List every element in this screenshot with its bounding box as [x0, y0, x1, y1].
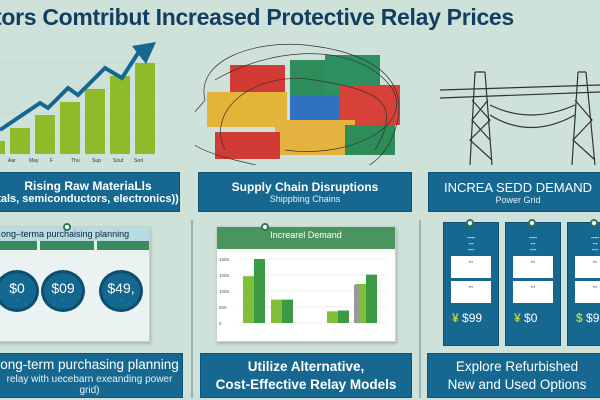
demand-bar [282, 299, 293, 323]
banner-subheading: relay with uecebarn exeanding power grid… [6, 373, 173, 396]
price-card: ▪▪▪▪▪ ▪▪▪ ▪▪▪▪ ▪▪▪ ▪▪▪ ¥ $0 [505, 219, 561, 346]
price-value: $99 [462, 311, 483, 325]
currency-icon: ¥ [514, 311, 521, 325]
banner-subheading: Power Grid [495, 194, 541, 205]
trend-bar [0, 141, 5, 154]
purchasing-planning-banner: ong-term purchasing planning relay with … [0, 353, 183, 398]
demand-bar [327, 311, 338, 323]
page-title: tors Comtribut Increased Protective Rela… [0, 4, 514, 30]
banner-subheading: tals, semiconductors, electronics)) [0, 193, 179, 205]
divider [191, 220, 193, 398]
coin-value: $0 [9, 280, 25, 296]
banner-subheading: Shippbing Chains [269, 194, 341, 204]
demand-bar [366, 274, 377, 323]
banner-heading: Explore Refurbished [455, 358, 579, 374]
price-coin: $49,.... [99, 270, 143, 312]
price-card: ▪▪▪▪▪ ▪▪▪ ▪▪▪▪ ▪▪▪ ▪▪▪ $ $9 [567, 219, 600, 346]
trend-bar [60, 102, 80, 154]
demand-bar [354, 285, 359, 323]
pin-icon [466, 219, 474, 227]
card-header: ong–terma purchaising planning [0, 227, 149, 241]
coin-value: $09 [51, 280, 75, 296]
trend-bar [85, 89, 105, 154]
trend-bar [135, 63, 155, 154]
y-tick-label: 1000 [219, 273, 230, 278]
trend-label: Thu [71, 158, 80, 164]
trend-bar [35, 115, 55, 154]
divider [419, 220, 421, 398]
trend-label: Aar [8, 158, 16, 164]
banner-heading: Rising Raw MateriaLls [24, 179, 152, 193]
banner-subheading: Cost-Effective Relay Models [215, 376, 397, 392]
trend-label: F [50, 158, 53, 164]
trend-label: Sod [134, 158, 143, 164]
banner-heading: INCREA SEDD DEMAND [443, 179, 593, 195]
trend-label: May [29, 158, 39, 164]
arrow-up-icon [132, 42, 156, 64]
shipping-containers-illustration [195, 43, 400, 165]
y-tick-label: 0 [219, 321, 222, 326]
trend-bar [10, 128, 30, 154]
banner-heading: Utilize Alternative, [247, 358, 365, 374]
currency-icon: ¥ [452, 311, 459, 325]
banner-heading: Supply Chain Disruptions [231, 180, 379, 194]
card-header: Increarel Demand [217, 227, 395, 249]
raw-materials-banner: Rising Raw MateriaLls tals, semiconducto… [0, 172, 180, 212]
price-coin: $09.... [41, 270, 85, 312]
pin-icon [261, 223, 269, 231]
price-card: ▪▪▪▪▪ ▪▪▪ ▪▪▪▪ ▪▪▪ ▪▪▪ ¥ $99 [443, 219, 499, 346]
banner-subheading: New and Used Options [447, 376, 587, 392]
y-tick-label: 1000 [219, 289, 230, 294]
demand-bar [243, 276, 254, 323]
pin-icon [528, 219, 536, 227]
currency-icon: $ [576, 311, 583, 325]
demand-bar [271, 299, 282, 323]
supply-chain-banner: Supply Chain Disruptions Shippbing Chain… [198, 172, 412, 212]
demand-bar [355, 284, 366, 323]
trend-bar [110, 76, 130, 154]
purchasing-planning-card: ong–terma purchaising planning $0.... $0… [0, 223, 150, 342]
coin-value: $49, [107, 280, 135, 296]
pin-icon [63, 223, 71, 231]
y-tick-label: 1500 [219, 257, 230, 262]
banner-heading: ong-term purchasing planning [0, 356, 179, 372]
demand-bar [254, 259, 265, 323]
demand-banner: INCREA SEDD DEMAND Power Grid [428, 172, 600, 212]
price-value: $9 [586, 311, 600, 325]
rising-price-chart-illustration: Aar May F Thu Sup Sout Sod [0, 42, 160, 164]
alternative-models-banner: Utilize Alternative, Cost-Effective Rela… [200, 353, 412, 398]
price-coin: $0.... [0, 270, 39, 312]
demand-bar [338, 310, 349, 323]
increased-demand-chart-card: Increarel Demand 1500 1000 1000 500 0 [216, 223, 396, 342]
trend-label: Sout [113, 158, 124, 164]
pin-icon [590, 219, 598, 227]
trend-label: Sup [92, 158, 101, 164]
y-tick-label: 500 [219, 305, 227, 310]
price-value: $0 [524, 311, 538, 325]
power-tower-illustration [439, 71, 600, 165]
demand-bar-chart: 1500 1000 1000 500 0 [219, 257, 387, 326]
refurbished-options-banner: Explore Refurbished New and Used Options [427, 353, 600, 398]
